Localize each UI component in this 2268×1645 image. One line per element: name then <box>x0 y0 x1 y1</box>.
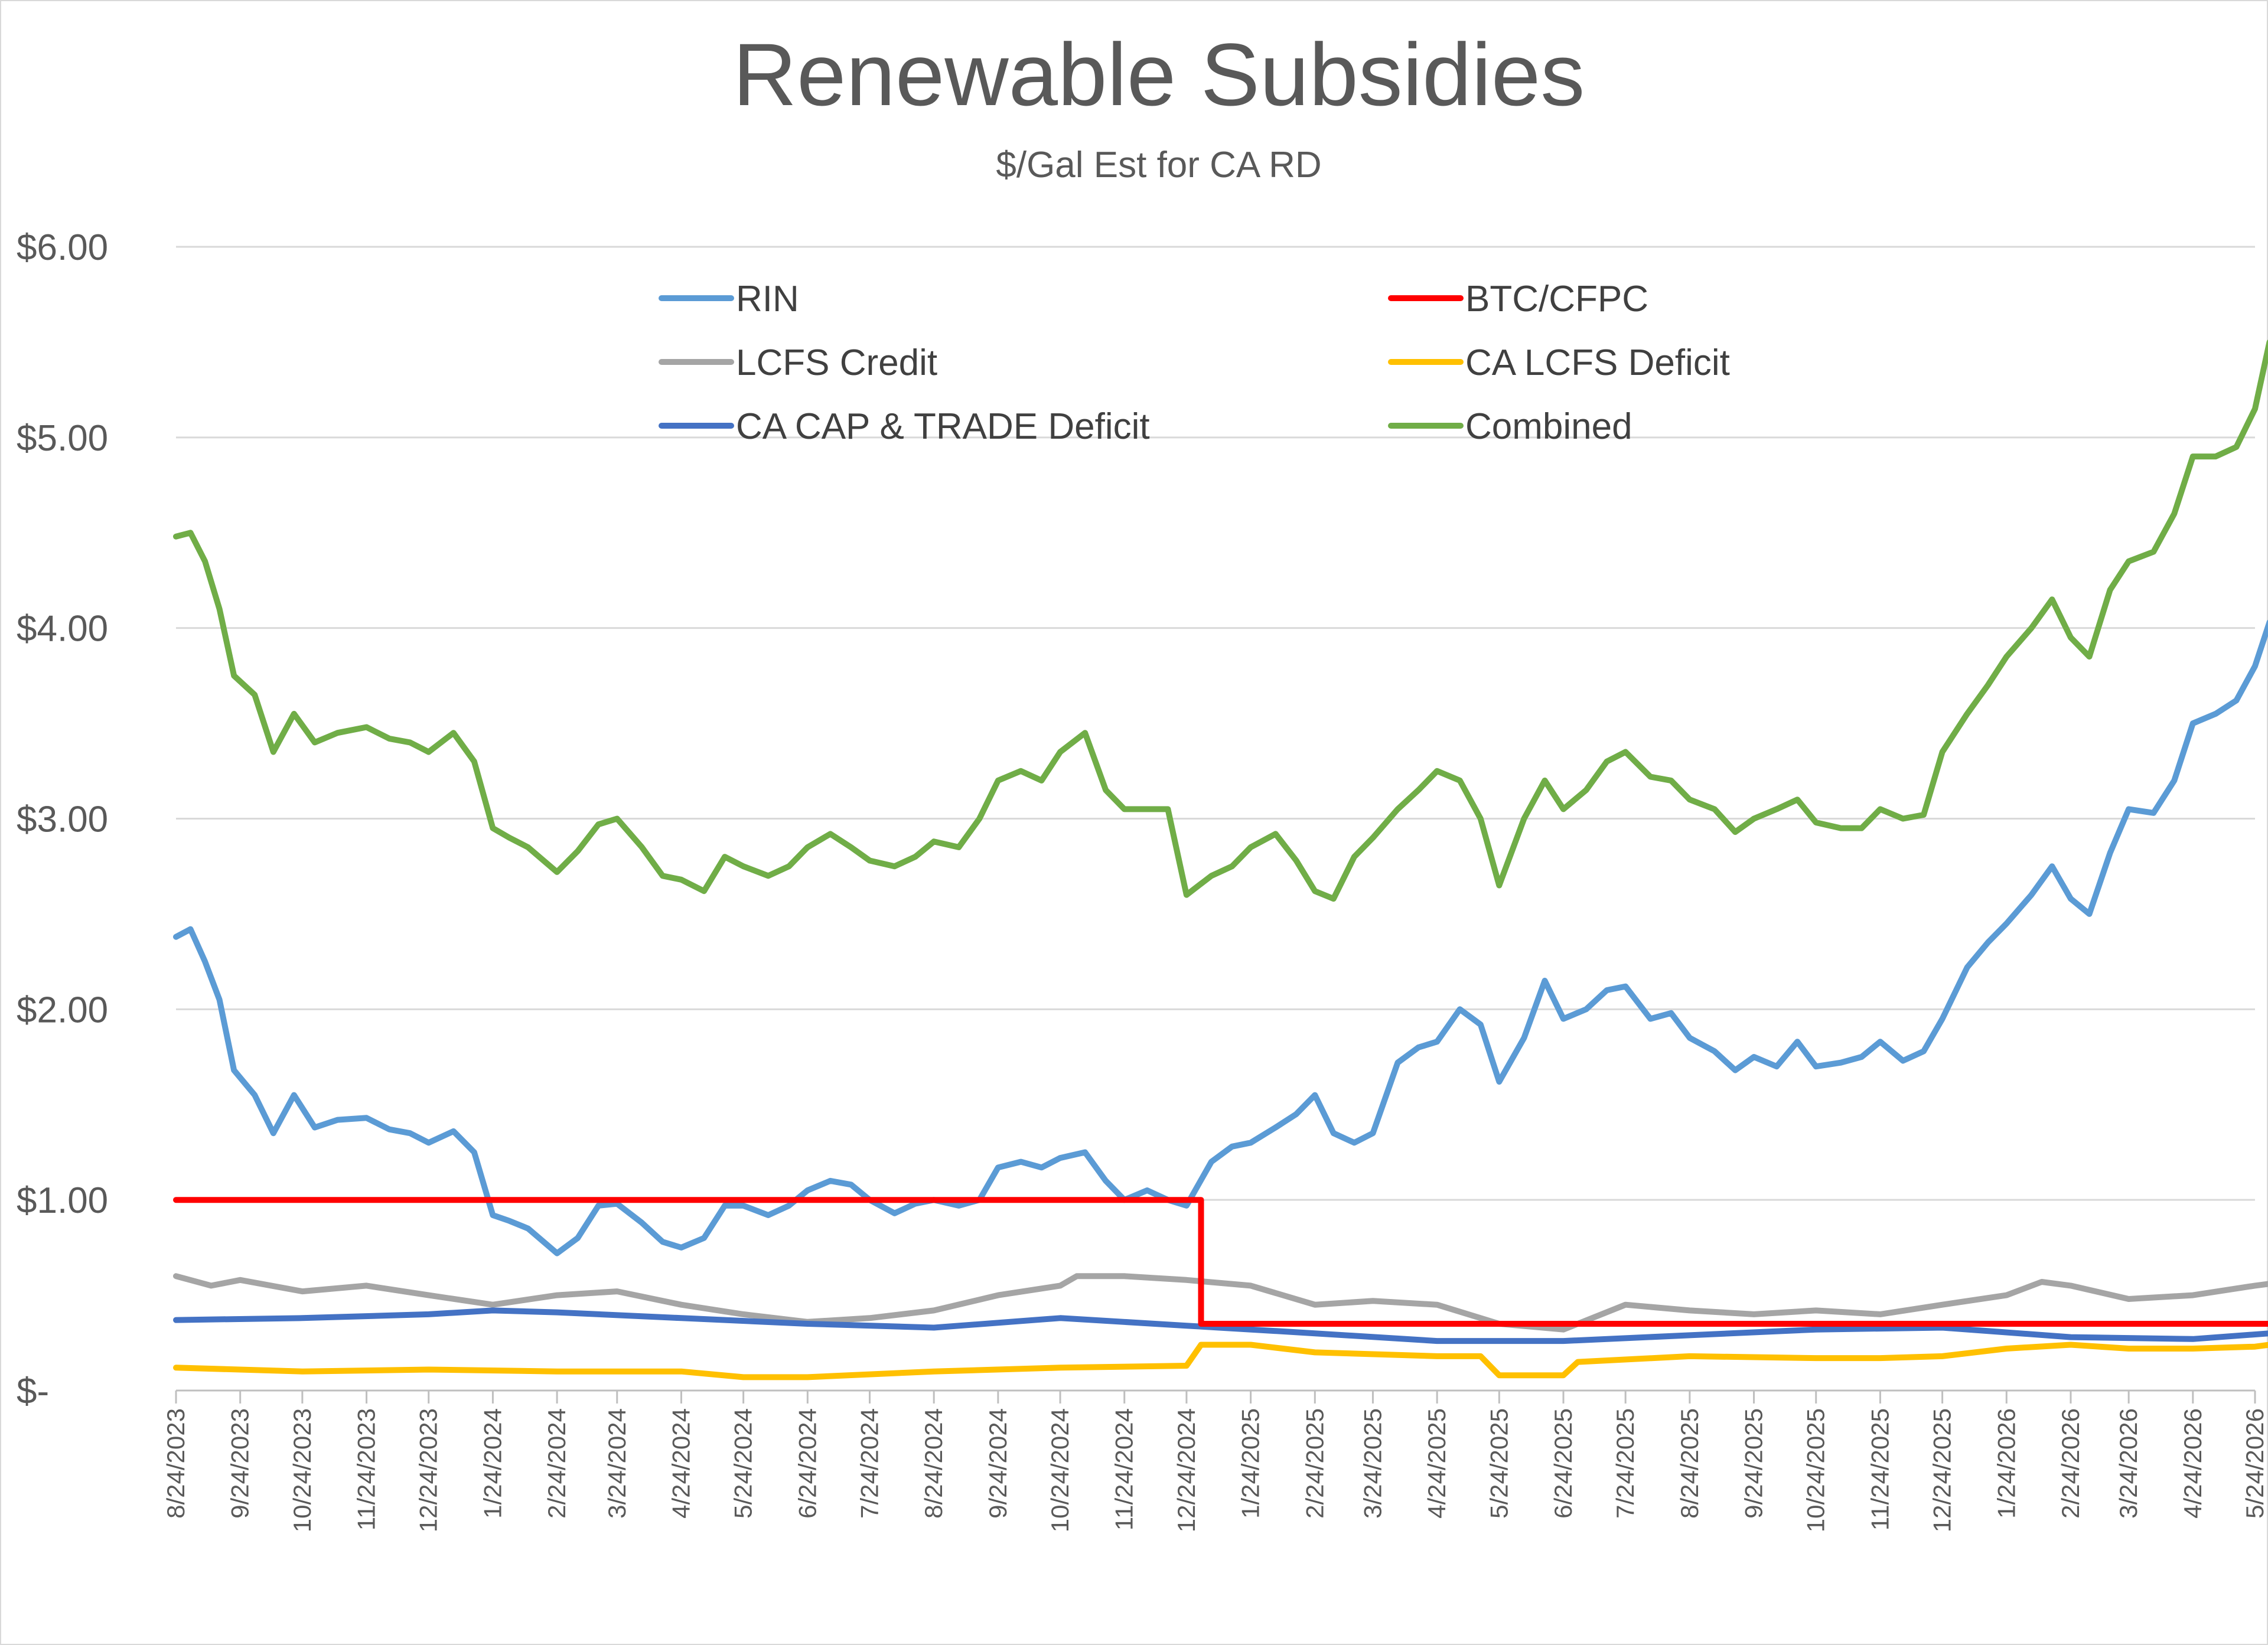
x-tick-label: 12/24/2025 <box>1928 1408 1956 1532</box>
y-tick-label: $6.00 <box>17 227 108 268</box>
x-tick-label: 1/24/2024 <box>478 1408 506 1519</box>
y-tick-label: $3.00 <box>17 799 108 840</box>
x-tick-label: 11/24/2024 <box>1110 1408 1138 1530</box>
x-tick-label: 7/24/2025 <box>1611 1408 1639 1519</box>
x-tick-label: 4/24/2025 <box>1423 1408 1451 1519</box>
x-tick-label: 2/24/2025 <box>1301 1408 1328 1519</box>
x-tick-label: 1/24/2026 <box>1992 1408 2020 1519</box>
legend-label: RIN <box>736 279 799 319</box>
y-tick-label: $- <box>17 1371 49 1412</box>
x-tick-label: 3/24/2024 <box>603 1408 631 1519</box>
x-tick-label: 8/24/2025 <box>1676 1408 1703 1519</box>
legend-label: LCFS Credit <box>736 342 937 383</box>
x-tick-label: 3/24/2026 <box>2114 1408 2142 1519</box>
chart-title: Renewable Subsidies <box>733 25 1585 124</box>
y-tick-label: $5.00 <box>17 418 108 459</box>
x-tick-label: 1/24/2025 <box>1237 1408 1265 1519</box>
x-tick-label: 4/24/2026 <box>2179 1408 2207 1519</box>
x-tick-label: 10/24/2023 <box>288 1408 316 1532</box>
series-line-ca-lcfs-deficit <box>173 1342 2268 1380</box>
x-tick-label: 9/24/2024 <box>984 1408 1012 1519</box>
x-tick-label: 6/24/2025 <box>1549 1408 1577 1519</box>
y-tick-label: $4.00 <box>17 609 108 649</box>
series-line-combined <box>173 340 2268 902</box>
x-tick-label: 6/24/2024 <box>793 1408 821 1519</box>
series-line-rin <box>173 619 2268 1256</box>
x-axis-ticks: 8/24/2023 9/24/2023 10/24/2023 11/24/2023 12… <box>162 1391 2268 1532</box>
y-tick-label: $2.00 <box>17 990 108 1030</box>
series-lines <box>173 340 2268 1380</box>
x-tick-label: 10/24/2024 <box>1046 1408 1074 1532</box>
x-tick-label: 9/24/2023 <box>226 1408 254 1519</box>
x-tick-label: 8/24/2023 <box>162 1408 190 1519</box>
legend-label: BTC/CFPC <box>1465 279 1648 319</box>
legend-label: CA LCFS Deficit <box>1465 342 1730 383</box>
series-line-btc-cfpc <box>173 1197 2268 1327</box>
legend-label: CA CAP & TRADE Deficit <box>736 406 1150 447</box>
x-tick-label: 12/24/2024 <box>1172 1408 1200 1532</box>
x-tick-label: 11/24/2025 <box>1866 1408 1894 1530</box>
x-tick-label: 3/24/2025 <box>1358 1408 1386 1519</box>
chart-subtitle: $/Gal Est for CA RD <box>996 145 1321 185</box>
y-axis-ticks: $- $1.00 $2.00 $3.00 $4.00 $5.00 $6.00 <box>17 227 108 1412</box>
legend-label: Combined <box>1465 406 1632 447</box>
x-tick-label: 12/24/2023 <box>415 1408 442 1532</box>
x-tick-label: 9/24/2025 <box>1740 1408 1768 1519</box>
x-tick-label: 11/24/2023 <box>353 1408 380 1530</box>
x-tick-label: 7/24/2024 <box>856 1408 884 1519</box>
x-tick-label: 5/24/2024 <box>729 1408 757 1519</box>
x-tick-label: 2/24/2026 <box>2057 1408 2084 1519</box>
x-tick-label: 2/24/2024 <box>543 1408 571 1519</box>
x-tick-label: 8/24/2024 <box>920 1408 947 1519</box>
x-tick-label: 5/24/2025 <box>1485 1408 1513 1519</box>
y-tick-label: $1.00 <box>17 1180 108 1221</box>
x-tick-label: 10/24/2025 <box>1802 1408 1830 1532</box>
x-tick-label: 4/24/2024 <box>667 1408 695 1519</box>
series-line-lcfs-credit <box>173 1273 2268 1333</box>
x-tick-label: 5/24/2026 <box>2241 1408 2268 1519</box>
series-line-ca-cap-trade-deficit <box>173 1307 2268 1344</box>
legend: RIN BTC/CFPC LCFS Credit CA LCFS Deficit CA … <box>659 279 1730 447</box>
